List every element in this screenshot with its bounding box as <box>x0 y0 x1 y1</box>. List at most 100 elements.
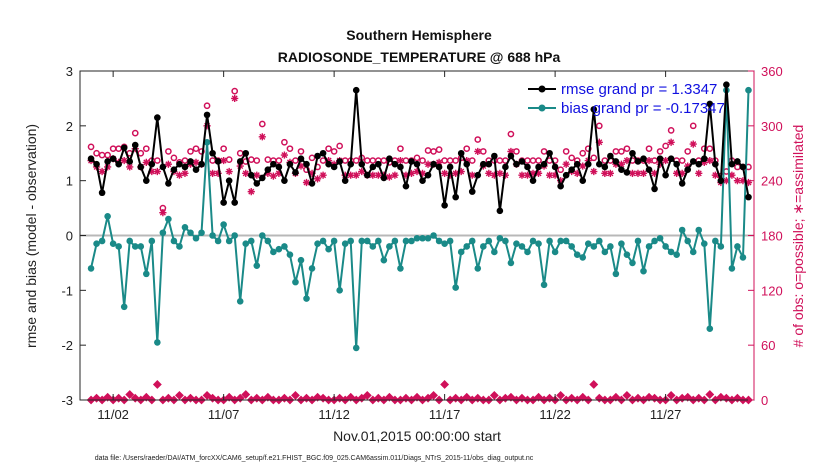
obs-assimilated-point <box>148 167 156 176</box>
rmse-point <box>391 160 399 168</box>
rmse-point <box>236 158 244 165</box>
obs-possible-point <box>231 87 239 95</box>
y2-tick-label: 240 <box>761 174 783 189</box>
y2-axis-label: # of obs: o=possible; ∗=assimilated <box>790 125 806 348</box>
bias-point <box>491 248 498 256</box>
rmse-point <box>87 155 95 163</box>
rmse-point <box>463 160 471 168</box>
rmse-point <box>684 166 692 173</box>
obs-possible-point <box>474 136 482 143</box>
rmse-point <box>712 160 719 168</box>
obs-possible-point <box>104 151 111 159</box>
legend-bias-marker <box>538 104 546 112</box>
bias-point <box>706 325 714 333</box>
rmse-point <box>281 177 288 184</box>
bias-point <box>441 240 448 248</box>
rmse-point <box>695 160 703 168</box>
rmse-point <box>717 177 725 184</box>
rmse-point <box>397 163 404 171</box>
rmse-point <box>154 114 161 121</box>
obs-assimilated-point <box>441 169 449 177</box>
bias-point <box>557 237 564 245</box>
rmse-point <box>640 155 647 163</box>
obs-assimilated-point <box>623 156 631 165</box>
obs-possible-point <box>198 148 205 155</box>
legend-bias-label: bias grand pr = -0.17347 <box>561 100 725 117</box>
obs-count-point <box>556 391 566 400</box>
rmse-point <box>341 177 349 184</box>
bias-point <box>363 237 371 245</box>
rmse-point <box>159 163 167 171</box>
rmse-point <box>446 163 454 171</box>
obs-assimilated-point <box>413 167 421 176</box>
rmse-point <box>369 163 377 171</box>
rmse-point <box>734 158 741 165</box>
obs-assimilated-point <box>711 171 719 179</box>
rmse-point <box>441 202 448 209</box>
obs-possible-point <box>662 142 669 150</box>
bias-point <box>590 243 598 250</box>
rmse-point <box>584 160 592 168</box>
obs-possible-point <box>253 157 261 164</box>
obs-assimilated-point <box>308 169 316 177</box>
x-tick-label: 11/12 <box>318 407 350 422</box>
rmse-point <box>419 177 426 184</box>
obs-possible-point <box>352 157 360 164</box>
obs-assimilated-point <box>220 156 228 165</box>
rmse-point <box>540 160 548 168</box>
obs-possible-point <box>203 102 211 110</box>
bias-point <box>137 243 145 250</box>
bias-point <box>607 243 614 250</box>
rmse-point <box>629 149 636 157</box>
obs-count-point <box>152 380 162 389</box>
obs-count-point <box>589 380 599 389</box>
obs-count-point <box>666 391 676 400</box>
rmse-point <box>176 160 183 168</box>
bias-point <box>159 229 167 237</box>
rmse-point <box>358 160 366 168</box>
obs-count-point <box>313 392 322 402</box>
obs-assimilated-point <box>247 188 255 196</box>
bias-point <box>203 138 211 146</box>
bias-point <box>126 237 134 245</box>
rmse-point <box>319 149 327 157</box>
rmse-point <box>325 160 332 168</box>
obs-possible-point <box>336 142 344 150</box>
x-tick-label: 11/17 <box>429 407 461 422</box>
obs-assimilated-point <box>468 171 476 179</box>
rmse-point <box>380 174 388 182</box>
obs-assimilated-point <box>369 171 377 179</box>
rmse-point <box>706 100 714 108</box>
bias-point <box>181 223 189 231</box>
rmse-point <box>352 86 360 94</box>
obs-assimilated-point <box>126 163 134 171</box>
rmse-point <box>618 166 625 173</box>
obs-count-point <box>440 380 450 389</box>
obs-assimilated-point <box>490 171 498 179</box>
obs-possible-point <box>297 148 305 155</box>
obs-possible-point <box>618 148 625 155</box>
obs-assimilated-point <box>722 177 730 185</box>
bias-point <box>225 237 233 245</box>
obs-assimilated-point <box>396 156 405 165</box>
data-file-footnote: data file: /Users/raeder/DAI/ATM_forcXX/… <box>95 455 534 462</box>
bias-point <box>341 240 349 248</box>
bias-point <box>540 281 548 289</box>
obs-assimilated-point <box>507 147 515 156</box>
bias-point <box>247 237 255 245</box>
rmse-point <box>198 160 205 168</box>
obs-possible-point <box>463 145 471 153</box>
bias-point <box>518 243 526 250</box>
bias-point <box>154 339 161 346</box>
obs-assimilated-point <box>319 171 327 179</box>
obs-assimilated-point <box>352 171 360 179</box>
bias-point <box>275 245 283 253</box>
obs-assimilated-point <box>573 169 581 177</box>
bias-point <box>242 240 250 248</box>
rmse-point <box>209 149 216 157</box>
bias-point <box>369 243 377 250</box>
obs-assimilated-point <box>275 169 283 177</box>
obs-possible-point <box>292 157 299 164</box>
bias-point <box>209 232 216 239</box>
rmse-point <box>259 174 266 182</box>
